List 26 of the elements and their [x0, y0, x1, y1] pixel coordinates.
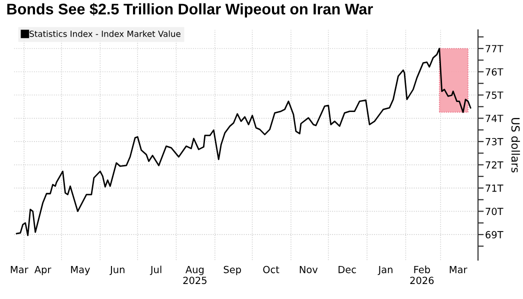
y-tick-label: 76T [486, 68, 504, 76]
y-axis-title: US dollars [511, 118, 520, 172]
x-tick-label: Feb 2026 [410, 266, 434, 284]
y-tick-label: 69T [486, 231, 504, 238]
y-tick-label: 70T [486, 208, 504, 216]
chart-title: Bonds See $2.5 Trillion Dollar Wipeout on Iran War [7, 2, 373, 18]
y-tick-label: 71T [486, 184, 504, 192]
x-tick-label: Jan [378, 266, 392, 276]
x-tick-label: May [71, 266, 90, 276]
legend-label: Statistics Index - Index Market Value [30, 30, 180, 37]
x-tick-label: Oct [263, 266, 280, 274]
x-tick-label: Jun [110, 266, 124, 276]
y-tick-label: 75T [486, 92, 504, 99]
line-series [16, 48, 472, 236]
x-tick-label: Aug 2025 [183, 266, 206, 284]
x-tick-label: Jul [150, 266, 162, 276]
y-tick-label: 77T [486, 45, 504, 52]
x-tick-label: Nov [300, 266, 318, 274]
y-tick-label: 73T [486, 138, 504, 146]
x-tick-label: Mar [450, 266, 468, 274]
y-tick-label: 74T [486, 114, 504, 122]
x-tick-label: Mar [10, 266, 28, 274]
x-tick-label: Sep [224, 266, 241, 276]
x-tick-label: Dec [338, 266, 356, 274]
x-tick-label: Apr [34, 266, 52, 276]
y-tick-label: 72T [486, 161, 504, 168]
